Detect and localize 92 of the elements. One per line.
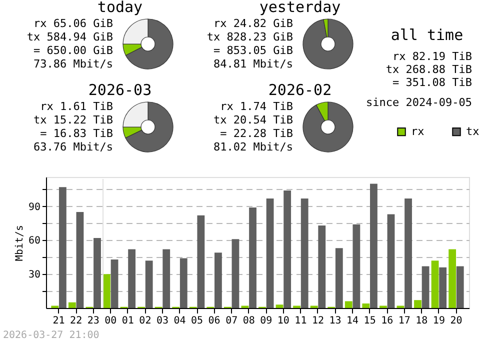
text: tx 15.22 TiB [34,114,114,126]
text: tx 828.23 GiB [206,30,294,44]
x-tick-label: 18 [416,316,428,326]
text: 73.86 Mbit/s [34,58,113,70]
bar [352,224,360,308]
bar [335,248,343,308]
bar [448,249,456,308]
x-tick-label: 19 [432,316,445,326]
x-tick-label: 23 [87,316,100,326]
bar [300,198,308,308]
text: 84.81 Mbit/s [214,58,293,70]
x-tick-label: 22 [70,316,82,326]
bar [197,215,205,308]
bar [414,300,422,308]
text: = 853.05 GiB [214,44,294,57]
donut-slice [125,102,174,152]
bar [362,303,370,308]
text: rx 82.19 TiB [392,50,472,63]
bar [318,226,326,308]
bar [128,249,136,308]
x-tick-label: 20 [450,316,462,326]
x-tick-label: 21 [52,316,65,326]
text: = 16.83 TiB [40,127,114,140]
x-tick-label: 13 [329,316,342,326]
x-tick-label: 00 [104,316,117,326]
x-tick-label: 12 [312,316,324,326]
bar [110,259,118,308]
bar [68,302,76,308]
chart-title: 2026-03 [88,81,152,99]
bar [162,249,170,308]
y-tick-label: 90 [28,202,40,213]
y-axis-title: Mbit/s [14,224,26,262]
x-tick-label: 08 [242,316,255,326]
bar [214,252,222,308]
x-tick-label: 15 [364,316,376,326]
text: 81.02 Mbit/s [214,140,293,154]
bar [276,304,284,308]
y-tick-label: 30 [28,270,40,281]
text: tx 20.54 TiB [214,114,294,126]
x-tick-label: 05 [191,316,204,326]
text: 2026-03-27 21:00 [3,330,100,341]
x-tick-label: 07 [226,316,238,326]
text: = 22.28 TiB [220,127,294,140]
chart-title: yesterday [259,0,341,16]
text: rx 1.74 TiB [220,100,294,113]
bar [180,258,188,308]
y-tick-label: 60 [28,236,40,247]
bar [145,260,153,308]
text: all time [390,26,464,44]
legend-label: rx [411,124,425,138]
text: rx 1.61 TiB [40,100,114,113]
x-tick-label: 01 [122,316,134,326]
text: since 2024-09-05 [366,96,472,109]
bar [439,267,447,308]
bar [404,198,412,308]
bar [456,266,464,308]
x-tick-label: 17 [398,316,410,326]
text: rx 24.82 GiB [214,17,294,30]
x-tick-label: 11 [294,316,307,326]
bar [94,238,101,308]
text: = 351.08 TiB [392,76,472,89]
bar [76,212,84,308]
text: tx 584.94 GiB [26,30,114,44]
chart-title: 2026-02 [268,81,332,99]
x-tick-label: 09 [260,316,272,326]
donut-slice [125,18,174,70]
bar [387,214,395,308]
bar [249,207,256,308]
bar [344,301,352,308]
x-tick-label: 06 [208,316,220,326]
chart-title: today [97,0,143,16]
bar [370,184,378,308]
bar [232,239,240,308]
x-tick-label: 16 [381,316,394,326]
donut-slice [302,18,354,70]
text: tx 268.88 TiB [386,63,472,76]
text: = 650.00 GiB [34,44,114,57]
bar [431,260,439,308]
x-tick-label: 03 [156,316,168,326]
x-tick-label: 04 [174,316,186,326]
bar [266,198,274,308]
bar [58,187,66,308]
text: rx 65.06 GiB [34,17,114,30]
bar [103,274,110,308]
x-tick-label: 10 [277,316,290,326]
x-tick-label: 14 [346,316,359,326]
bar [422,266,430,308]
donut-slice [302,102,354,152]
x-tick-label: 02 [139,316,152,326]
bar [284,190,292,308]
text: 63.76 Mbit/s [34,140,113,154]
legend-label: tx [466,124,480,138]
